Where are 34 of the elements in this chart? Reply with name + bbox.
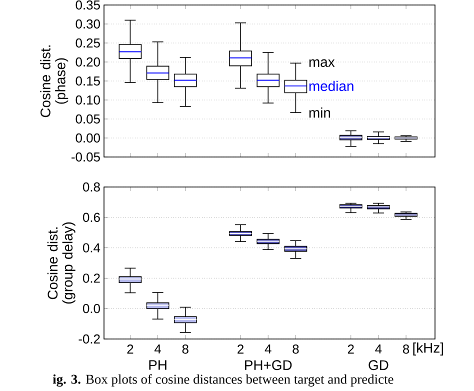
x-tick-label: 8 (292, 344, 299, 354)
y-tick-label: -0.2 (78, 334, 100, 344)
y-tick-label: 0.25 (76, 38, 100, 48)
x-tick-label: 2 (127, 344, 134, 354)
x-tick-label: 2 (238, 344, 244, 354)
y-tick-label: 0.10 (76, 95, 100, 105)
text: ig. 3. Box plots of cosine distances between target and predicte (52, 374, 394, 387)
y-tick-label: 0.8 (82, 182, 100, 192)
x-tick-label: 4 (154, 344, 162, 354)
text: GD (368, 360, 388, 370)
annotation: min (309, 107, 330, 118)
y-tick-label: 0.15 (76, 76, 100, 86)
text: PH (149, 360, 166, 370)
y-tick-label: 0.0 (82, 304, 100, 314)
y-axis-title: Cosine dist. (group delay) (47, 222, 76, 304)
x-tick-label: 4 (264, 344, 272, 354)
annotation: median (309, 80, 354, 92)
y-tick-label: 0.35 (76, 0, 100, 10)
y-tick-label: 0.20 (76, 57, 100, 67)
x-tick-label: 2 (348, 344, 354, 354)
text: [kHz] (413, 342, 444, 356)
y-axis-title: Cosine dist. (phase) (40, 45, 68, 118)
x-tick-label: 4 (375, 344, 382, 354)
y-tick-label: 0.30 (76, 19, 100, 29)
y-tick-label: 0.00 (76, 133, 100, 143)
x-tick-label: 8 (182, 344, 188, 354)
y-tick-label: 0.6 (82, 212, 100, 222)
annotation: max (309, 59, 335, 67)
x-tick-label: 8 (403, 344, 410, 354)
y-tick-label: 0.05 (76, 114, 100, 124)
y-tick-label: 0.2 (82, 274, 100, 283)
y-tick-label: 0.4 (82, 243, 100, 252)
y-tick-label: -0.05 (72, 152, 100, 162)
text: PH+GD (245, 360, 292, 370)
